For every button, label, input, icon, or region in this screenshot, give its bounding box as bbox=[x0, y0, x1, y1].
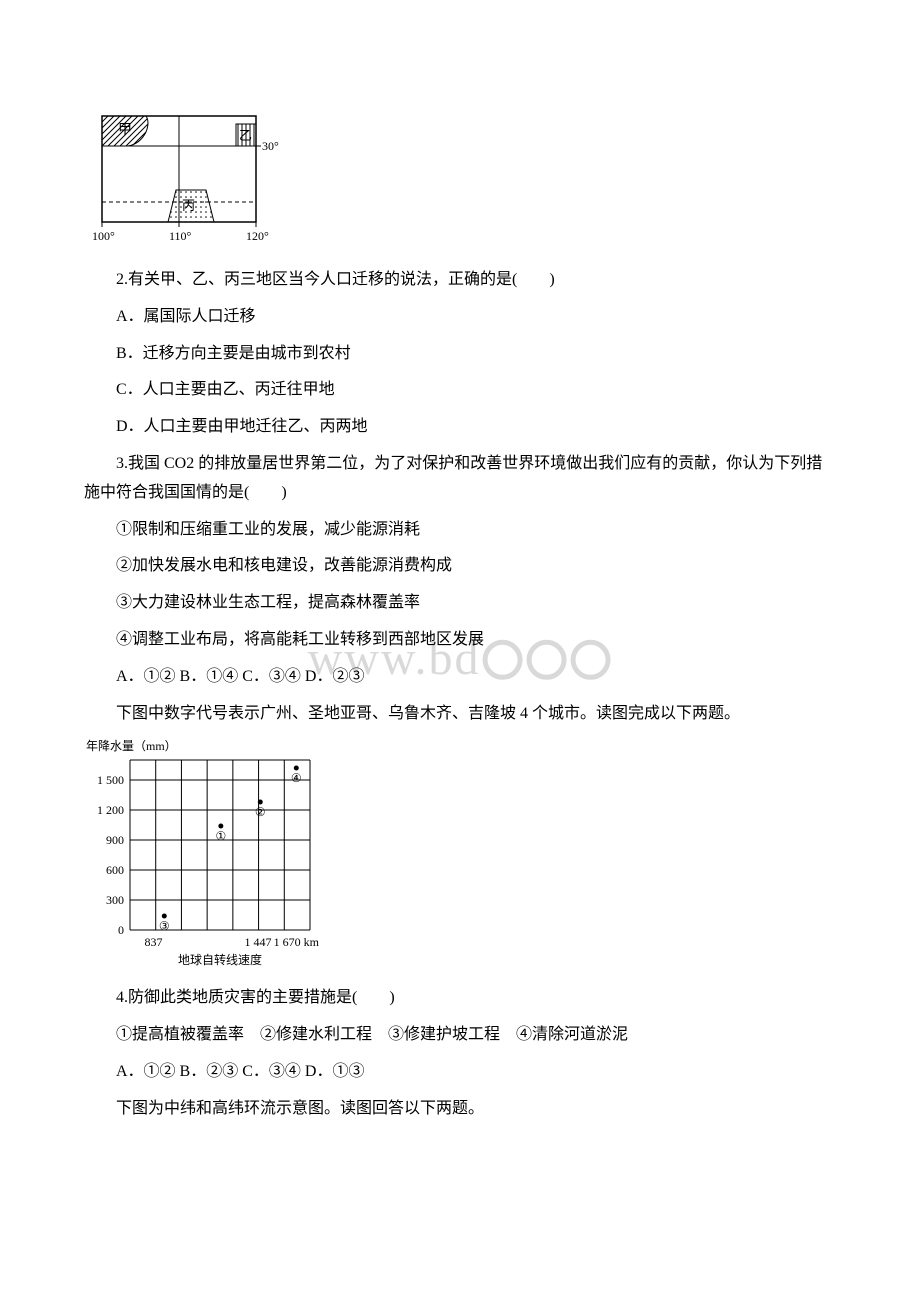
q3-s3: ③大力建设林业生态工程，提高森林覆盖率 bbox=[84, 589, 836, 618]
q2-opt-a: A．属国际人口迁移 bbox=[84, 303, 836, 332]
svg-text:30°: 30° bbox=[262, 139, 279, 153]
svg-text:①: ① bbox=[215, 829, 226, 843]
svg-text:1 670 km: 1 670 km bbox=[274, 935, 320, 949]
svg-text:900: 900 bbox=[106, 833, 124, 847]
q2-opt-c: C．人口主要由乙、丙迁往甲地 bbox=[84, 376, 836, 405]
svg-text:600: 600 bbox=[106, 863, 124, 877]
svg-text:1 200: 1 200 bbox=[97, 803, 124, 817]
q2-opt-b: B．迁移方向主要是由城市到农村 bbox=[84, 340, 836, 369]
svg-text:110°: 110° bbox=[169, 229, 192, 243]
svg-text:丙: 丙 bbox=[182, 198, 195, 213]
svg-text:乙: 乙 bbox=[239, 128, 252, 143]
svg-text:地球自转线速度: 地球自转线速度 bbox=[178, 952, 262, 967]
svg-text:1 500: 1 500 bbox=[97, 773, 124, 787]
q3-s4: ④调整工业布局，将高能耗工业转移到西部地区发展 bbox=[84, 626, 836, 655]
q2-stem: 2.有关甲、乙、丙三地区当今人口迁移的说法，正确的是( ) bbox=[84, 266, 836, 295]
q4-stem: 4.防御此类地质灾害的主要措施是( ) bbox=[84, 984, 836, 1013]
scatter-svg: 年降水量（mm） 0 300 600 900 1 200 1 500 837 1 4471 67… bbox=[84, 738, 324, 968]
svg-text:120°: 120° bbox=[246, 229, 269, 243]
svg-text:年降水量（mm）: 年降水量（mm） bbox=[86, 739, 177, 753]
svg-text:100°: 100° bbox=[92, 229, 115, 243]
intro-text-3: 下图为中纬和高纬环流示意图。读图回答以下两题。 bbox=[84, 1095, 836, 1124]
svg-text:0: 0 bbox=[118, 923, 124, 937]
q4-statements: ①提高植被覆盖率 ②修建水利工程 ③修建护坡工程 ④清除河道淤泥 bbox=[84, 1021, 836, 1050]
svg-text:1 447: 1 447 bbox=[245, 935, 272, 949]
map-svg: 甲 乙 丙 100° 110° 120° 30° bbox=[84, 110, 294, 250]
figure-map: 甲 乙 丙 100° 110° 120° 30° bbox=[84, 110, 836, 250]
q3-choices: A．①② B．①④ C．③④ D．②③ bbox=[84, 663, 836, 692]
intro-text-2: 下图中数字代号表示广州、圣地亚哥、乌鲁木齐、吉隆坡 4 个城市。读图完成以下两题… bbox=[84, 700, 836, 729]
q2-opt-d: D．人口主要由甲地迁往乙、丙两地 bbox=[84, 413, 836, 442]
q3-s2: ②加快发展水电和核电建设，改善能源消费构成 bbox=[84, 552, 836, 581]
svg-text:④: ④ bbox=[291, 771, 302, 785]
svg-text:②: ② bbox=[255, 805, 266, 819]
svg-text:甲: 甲 bbox=[118, 123, 132, 138]
q3-stem: 3.我国 CO2 的排放量居世界第二位，为了对保护和改善世界环境做出我们应有的贡… bbox=[84, 450, 836, 508]
q4-choices: A．①② B．②③ C．③④ D．①③ bbox=[84, 1058, 836, 1087]
figure-scatter: 年降水量（mm） 0 300 600 900 1 200 1 500 837 1 4471 67… bbox=[84, 738, 836, 968]
q3-s1: ①限制和压缩重工业的发展，减少能源消耗 bbox=[84, 516, 836, 545]
svg-text:837: 837 bbox=[144, 935, 162, 949]
svg-text:③: ③ bbox=[159, 919, 170, 933]
svg-text:300: 300 bbox=[106, 893, 124, 907]
